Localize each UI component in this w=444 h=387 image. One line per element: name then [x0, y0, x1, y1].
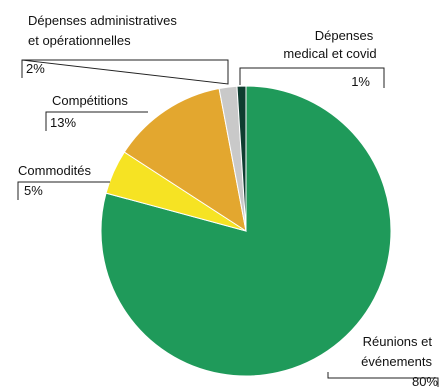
slice-name-label-competitions: Compétitions: [52, 93, 128, 108]
pie-slice-medical: [236, 85, 247, 232]
slice-value-label-medical: 1%: [351, 74, 370, 89]
pie-slice-competitions: [123, 87, 247, 233]
slice-value-label-commodites: 5%: [24, 183, 43, 198]
slice-name-label-medical: Dépenses: [315, 28, 374, 43]
slice-name-label-administratives: Dépenses administratives: [28, 13, 177, 28]
pie-slices: [100, 85, 392, 377]
slice-name-label-reunions: événements: [361, 354, 432, 369]
slice-name-label-commodites: Commodités: [18, 163, 91, 178]
leader-line-medical: [239, 67, 385, 88]
pie-slice-reunions: [100, 85, 392, 377]
label-leader-lines: [17, 59, 439, 387]
leader-line-reunions: [327, 372, 439, 387]
slice-name-label-medical: medical et covid: [283, 46, 376, 61]
slice-value-label-competitions: 13%: [50, 115, 76, 130]
slice-name-label-reunions: Réunions et: [363, 334, 433, 349]
slice-value-label-administratives: 2%: [26, 61, 45, 76]
pie-labels: Réunions et événements 80% Commodités 5% Comp…: [18, 13, 438, 387]
leader-line-competitions: [45, 111, 148, 131]
leader-line-commodites: [17, 181, 110, 200]
leader-line-administratives: [21, 59, 229, 85]
slice-value-label-reunions: 80%: [412, 374, 438, 387]
slice-name-label-administratives: et opérationnelles: [28, 33, 131, 48]
